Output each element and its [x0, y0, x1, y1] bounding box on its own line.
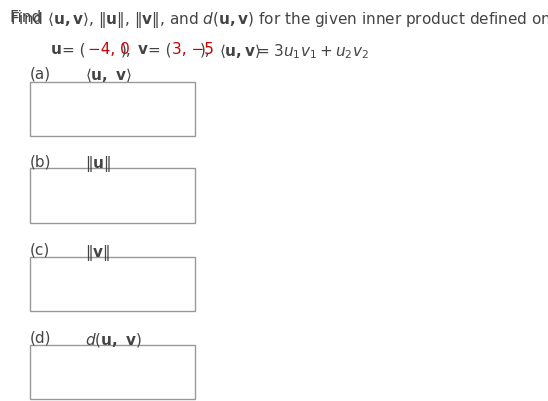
Text: ),: ), [121, 42, 132, 57]
Bar [30, 168, 195, 223]
Bar [30, 257, 195, 311]
Text: (a): (a) [30, 66, 52, 81]
Text: −4, 0: −4, 0 [88, 42, 129, 57]
Text: = (: = ( [62, 42, 86, 57]
Text: $\|\mathbf{v}\|$: $\|\mathbf{v}\|$ [85, 243, 110, 263]
Text: = (: = ( [148, 42, 172, 57]
Text: $\mathbf{u}$: $\mathbf{u}$ [50, 42, 62, 57]
Text: (b): (b) [30, 154, 52, 169]
Text: $\mathit{d}(\mathbf{u,\ v})$: $\mathit{d}(\mathbf{u,\ v})$ [85, 331, 142, 349]
Text: $\|\mathbf{u}\|$: $\|\mathbf{u}\|$ [85, 154, 111, 174]
Text: = $3u_1v_1 + u_2v_2$: = $3u_1v_1 + u_2v_2$ [256, 42, 369, 61]
Bar [30, 82, 195, 136]
Text: ),: ), [199, 42, 210, 57]
Text: Find: Find [10, 10, 46, 25]
Text: Find $\langle$$\mathbf{u, v}$$\rangle$, $\|$$\mathbf{u}$$\|$, $\|$$\mathbf{v}$$\: Find $\langle$$\mathbf{u, v}$$\rangle$, … [10, 10, 548, 30]
Text: (d): (d) [30, 331, 52, 346]
Text: $\langle\mathbf{u,\ v}\rangle$: $\langle\mathbf{u,\ v}\rangle$ [85, 66, 132, 84]
Text: (c): (c) [30, 243, 50, 257]
Text: 3, −5: 3, −5 [172, 42, 214, 57]
Text: $\langle$$\mathbf{u, v}$$\rangle$: $\langle$$\mathbf{u, v}$$\rangle$ [219, 42, 261, 60]
Text: $\mathbf{v}$: $\mathbf{v}$ [137, 42, 149, 57]
Bar [30, 345, 195, 399]
